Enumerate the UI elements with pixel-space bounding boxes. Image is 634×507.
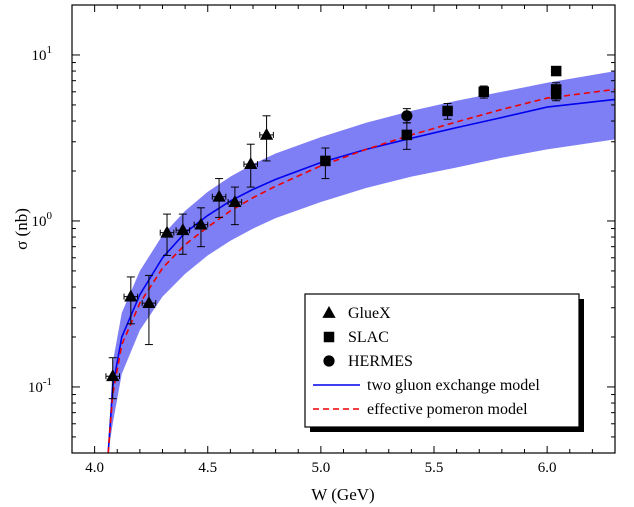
x-tick-label: 6.0 xyxy=(538,460,557,476)
x-tick-label: 5.0 xyxy=(312,460,331,476)
legend-label: effective pomeron model xyxy=(367,401,528,418)
uncertainty-band xyxy=(108,71,615,453)
series-line-0 xyxy=(107,98,615,453)
marker-square xyxy=(401,129,413,141)
legend-label: two gluon exchange model xyxy=(367,377,540,394)
legend-box xyxy=(304,293,580,428)
x-tick-label: 5.5 xyxy=(425,460,444,476)
marker-square xyxy=(478,86,490,98)
legend-marker-square xyxy=(323,331,335,343)
marker-triangle xyxy=(142,296,156,308)
gluex-point-4 xyxy=(175,213,191,255)
slac-point-2 xyxy=(442,103,453,120)
marker-triangle xyxy=(194,217,208,230)
gluex-point-2 xyxy=(141,274,157,346)
y-tick-label: 100 xyxy=(32,210,53,230)
hermes-point-0 xyxy=(401,108,413,124)
marker-circle xyxy=(401,110,413,122)
legend-item-4: effective pomeron model xyxy=(313,401,528,418)
gluex-point-1 xyxy=(123,276,139,325)
marker-triangle xyxy=(212,189,226,202)
slac-point-4 xyxy=(550,65,562,77)
marker-triangle xyxy=(176,223,190,236)
axes: 4.0 4.5 5.0 5.5 6.0 10-1 100 101 xyxy=(28,4,616,476)
gluex-point-9 xyxy=(259,115,274,162)
x-tick-label: 4.5 xyxy=(198,460,217,476)
legend-item-0: GlueX xyxy=(322,305,391,322)
y-tick-label: 101 xyxy=(32,44,53,64)
marker-triangle xyxy=(124,289,138,302)
marker-triangle xyxy=(160,225,174,238)
marker-square xyxy=(550,88,562,100)
x-tick-label: 4.0 xyxy=(85,460,104,476)
gluex-point-5 xyxy=(193,207,209,248)
marker-square xyxy=(442,105,453,117)
gluex-point-8 xyxy=(243,143,259,188)
gluex-point-0 xyxy=(105,357,121,400)
slac-point-3 xyxy=(478,85,490,99)
legend-item-1: SLAC xyxy=(323,329,389,346)
legend: GlueX SLAC HERMES two gluon exchange model e… xyxy=(304,293,584,432)
marker-triangle xyxy=(244,157,258,170)
legend-item-3: two gluon exchange model xyxy=(313,377,540,394)
y-axis-label: σ (nb) xyxy=(12,208,31,250)
gluex-point-3 xyxy=(159,213,175,256)
legend-marker-triangle xyxy=(322,306,336,318)
legend-label: GlueX xyxy=(348,305,391,322)
x-axis-label: W (GeV) xyxy=(311,485,374,504)
legend-label: HERMES xyxy=(348,353,413,370)
marker-square xyxy=(550,65,562,77)
y-tick-label: 10-1 xyxy=(28,376,52,396)
legend-item-2: HERMES xyxy=(323,353,413,370)
legend-marker-circle xyxy=(323,355,335,367)
gluex-point-7 xyxy=(227,186,243,226)
marker-triangle xyxy=(228,195,242,207)
series-line-1 xyxy=(107,88,615,453)
marker-triangle xyxy=(106,369,120,382)
slac-point-6 xyxy=(550,87,562,102)
legend-label: SLAC xyxy=(348,329,389,346)
slac-point-0 xyxy=(320,147,331,180)
marker-triangle xyxy=(259,127,274,140)
marker-square xyxy=(320,155,331,167)
gluex-point-6 xyxy=(211,178,227,218)
plot-area xyxy=(105,65,615,453)
